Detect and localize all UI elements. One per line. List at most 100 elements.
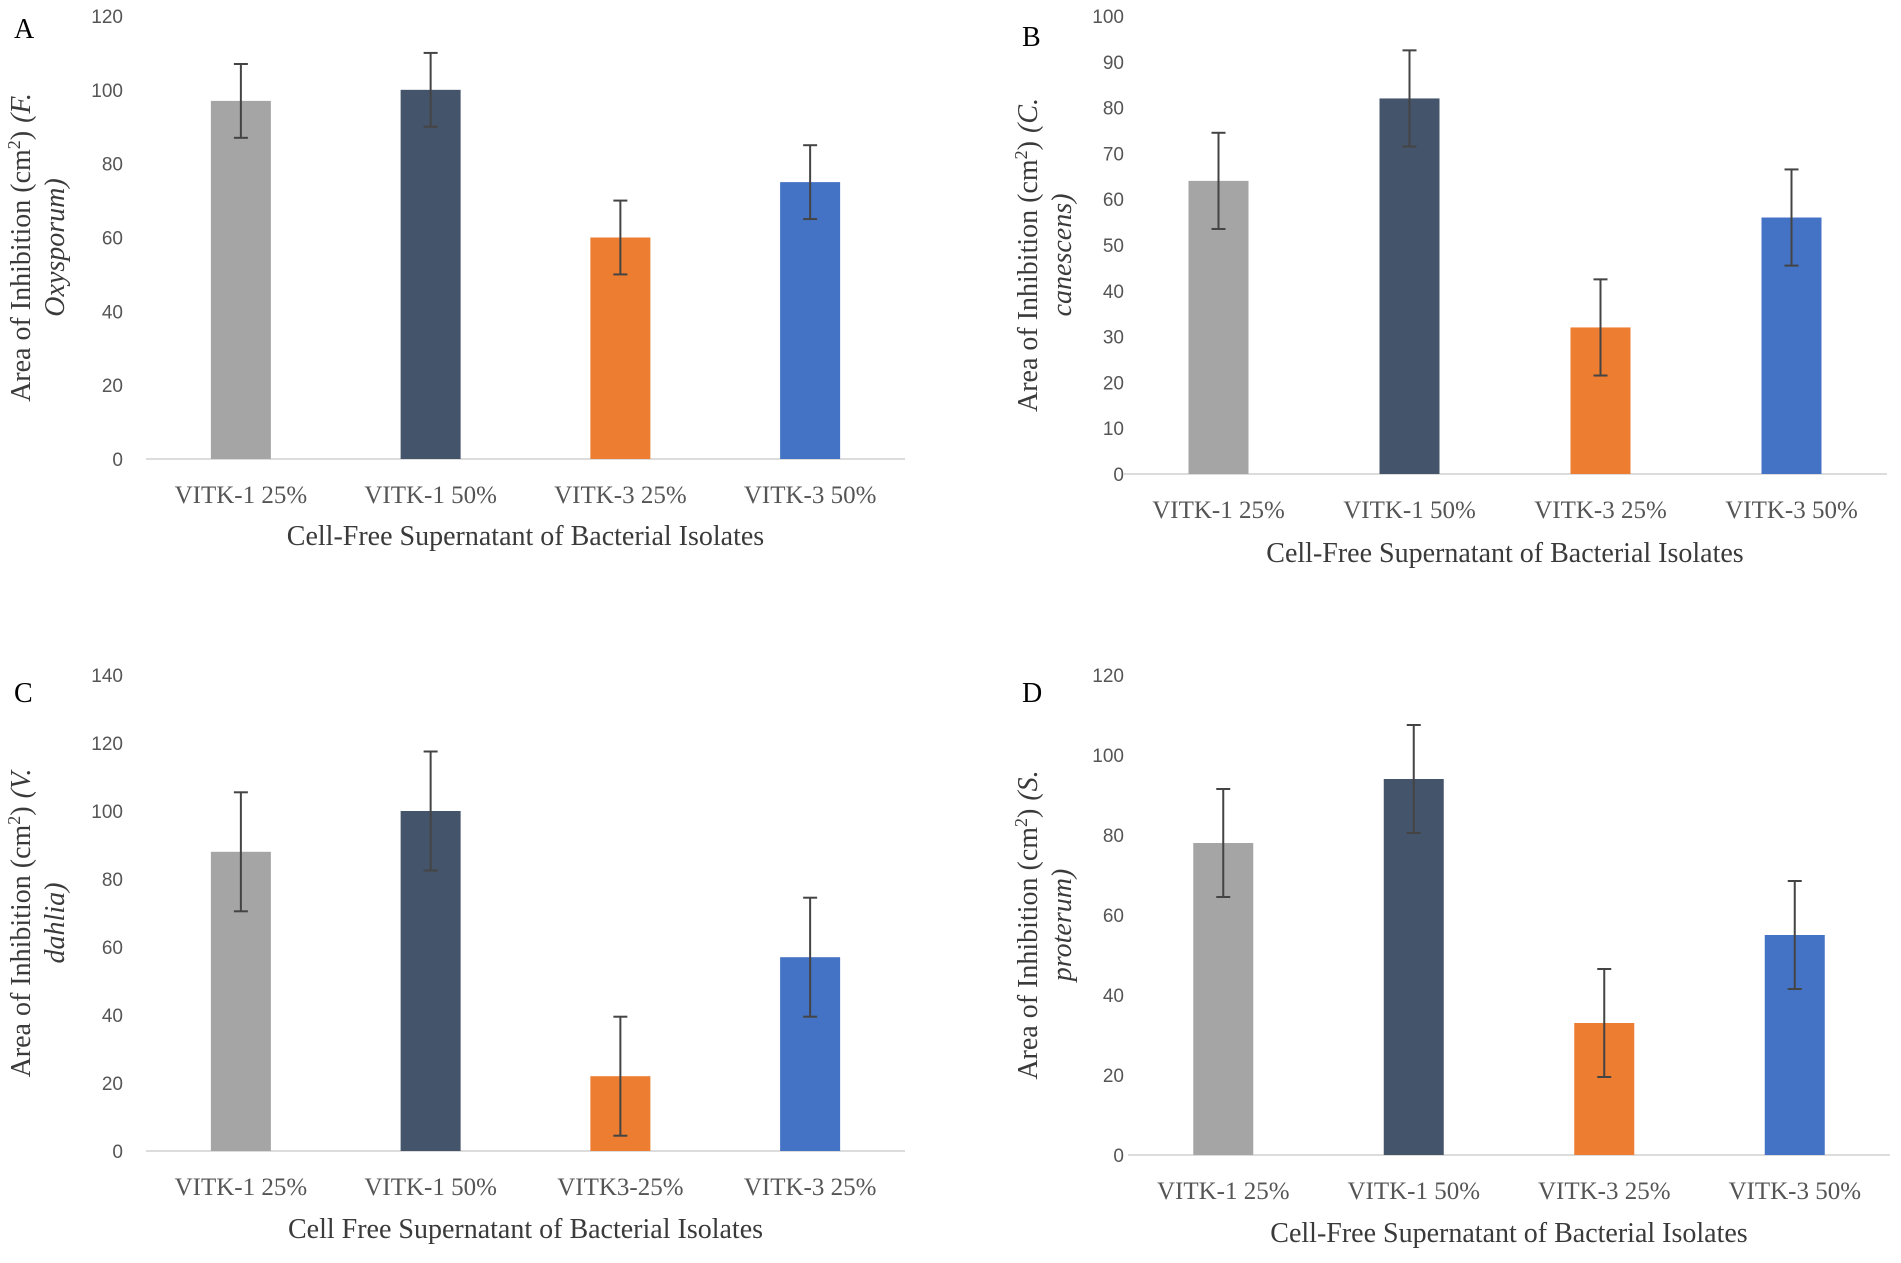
x-category-label: VITK-1 50% — [364, 482, 497, 509]
y-tick-label: 60 — [102, 938, 123, 959]
y-tick-label: 40 — [1103, 986, 1124, 1007]
y-tick-label: 100 — [1092, 746, 1124, 767]
y-axis-title-close: ) — [1013, 809, 1044, 818]
y-axis-title: Area of Inhibition (cm2) (V. — [4, 769, 37, 1078]
error-bar-2 — [1406, 724, 1421, 834]
error-bar-2 — [423, 51, 438, 128]
error-bar-4 — [1784, 168, 1799, 267]
y-tick-label: 140 — [91, 666, 123, 687]
y-axis-title-species-line2: proterum) — [1047, 869, 1078, 984]
y-tick-label: 80 — [1103, 826, 1124, 847]
error-bar-1 — [233, 62, 248, 139]
y-tick-label: 80 — [102, 870, 123, 891]
x-axis-title: Cell-Free Supernatant of Bacterial Isola… — [287, 521, 764, 552]
error-bar-1 — [233, 791, 248, 913]
x-category-label: VITK-3 50% — [1728, 1178, 1861, 1205]
y-axis-title-sup: 2 — [4, 140, 24, 149]
error-bar-3 — [613, 199, 628, 276]
y-axis-title-species: (F. — [6, 93, 37, 123]
panel-letter: D — [1022, 678, 1042, 709]
y-axis-title-sup: 2 — [1011, 150, 1031, 159]
x-category-label: VITK-3 25% — [1534, 497, 1667, 524]
x-axis-title: Cell-Free Supernatant of Bacterial Isola… — [1270, 1218, 1747, 1249]
y-tick-label: 0 — [112, 1142, 123, 1163]
y-tick-label: 40 — [102, 1006, 123, 1027]
x-category-label: VITK-3 25% — [1538, 1178, 1671, 1205]
panel-letter: B — [1022, 22, 1041, 53]
error-bar-1 — [1211, 131, 1226, 230]
y-tick-label: 120 — [91, 734, 123, 755]
y-axis-title-sup: 2 — [1011, 818, 1031, 827]
y-tick-label: 80 — [102, 155, 123, 176]
y-tick-label: 40 — [102, 302, 123, 323]
y-tick-label: 100 — [91, 81, 123, 102]
y-tick-label: 0 — [112, 450, 123, 471]
y-axis-title-species: (V. — [6, 769, 37, 799]
y-tick-label: 120 — [1092, 666, 1124, 687]
error-bar-1 — [1216, 788, 1231, 898]
x-category-label: VITK-3 50% — [1725, 497, 1858, 524]
y-tick-label: 20 — [1103, 373, 1124, 394]
chart-panel-a: A 0 20 40 60 80 100 120 VITK-1 25% VITK-1 50% VITK… — [4, 7, 905, 552]
y-axis-title-main: Area of Inhibition (cm — [1013, 159, 1044, 412]
bar-2 — [1383, 779, 1444, 1155]
error-bar-2 — [423, 750, 438, 872]
x-category-label: VITK-1 25% — [175, 1174, 308, 1201]
y-tick-label: 50 — [1103, 236, 1124, 257]
x-category-label: VITK-3 25% — [744, 1174, 877, 1201]
panel-letter: A — [14, 14, 35, 45]
chart-panel-c: C 0 20 40 60 80 100 120 140 VITK-1 25% VITK-1 50% V… — [4, 666, 905, 1245]
y-tick-label: 80 — [1103, 99, 1124, 120]
y-axis-title-species: (S. — [1013, 770, 1044, 800]
y-tick-label: 10 — [1103, 419, 1124, 440]
chart-panel-b: B 0 10 20 30 40 50 60 70 80 90 100 VITK-1 25% VITK-1 … — [1011, 7, 1887, 569]
y-tick-label: 20 — [102, 376, 123, 397]
bar-1 — [210, 100, 271, 460]
y-axis-title-close: ) — [6, 131, 37, 140]
x-axis-title: Cell Free Supernatant of Bacterial Isola… — [288, 1214, 763, 1245]
y-tick-label: 100 — [91, 802, 123, 823]
error-bar-4 — [803, 896, 818, 1018]
y-tick-label: 0 — [1113, 465, 1124, 486]
y-tick-label: 20 — [102, 1074, 123, 1095]
y-tick-label: 70 — [1103, 144, 1124, 165]
bar-2 — [400, 89, 461, 459]
x-category-label: VITK-1 25% — [1152, 497, 1285, 524]
y-tick-label: 120 — [91, 7, 123, 28]
y-axis-title-species-line2: canescens) — [1047, 194, 1078, 317]
y-axis-title-species: (C. — [1013, 98, 1044, 133]
y-axis-title-main: Area of Inhibition (cm — [6, 149, 37, 402]
y-tick-label: 20 — [1103, 1066, 1124, 1087]
y-tick-label: 40 — [1103, 282, 1124, 303]
y-axis-title-main: Area of Inhibition (cm — [6, 825, 37, 1078]
y-tick-label: 60 — [102, 229, 123, 250]
error-bar-4 — [803, 144, 818, 221]
x-category-label: VITK-1 25% — [1157, 1178, 1290, 1205]
x-category-label: VITK3-25% — [557, 1174, 683, 1201]
y-axis-title-species-line2: dahlia) — [40, 883, 71, 964]
y-axis-title-close: ) — [6, 806, 37, 815]
error-bar-3 — [1597, 968, 1612, 1078]
error-bar-3 — [613, 1015, 628, 1137]
y-tick-label: 60 — [1103, 906, 1124, 927]
error-bar-4 — [1787, 880, 1802, 990]
bar-4 — [780, 182, 841, 459]
y-axis-title: Area of Inhibition (cm2) (F. — [4, 93, 37, 402]
y-axis-title-main: Area of Inhibition (cm — [1013, 827, 1044, 1080]
error-bar-3 — [1593, 278, 1608, 377]
chart-panel-d: D 0 20 40 60 80 100 120 VITK-1 25% VITK-1 50% VITK… — [1011, 666, 1890, 1249]
y-axis-title: Area of Inhibition (cm2) (C. — [1011, 98, 1044, 412]
y-tick-label: 30 — [1103, 328, 1124, 349]
x-category-label: VITK-1 50% — [364, 1174, 497, 1201]
y-axis-title-close: ) — [1013, 141, 1044, 150]
x-axis-title: Cell-Free Supernatant of Bacterial Isola… — [1266, 538, 1743, 569]
panel-letter: C — [14, 678, 33, 709]
x-category-label: VITK-1 50% — [1347, 1178, 1480, 1205]
y-axis-title-species-line2: Oxysporum) — [40, 178, 71, 316]
y-axis-title: Area of Inhibition (cm2) (S. — [1011, 770, 1044, 1079]
x-category-label: VITK-3 25% — [554, 482, 687, 509]
error-bar-2 — [1402, 49, 1417, 148]
y-axis-title-sup: 2 — [4, 816, 24, 825]
x-category-label: VITK-3 50% — [744, 482, 877, 509]
